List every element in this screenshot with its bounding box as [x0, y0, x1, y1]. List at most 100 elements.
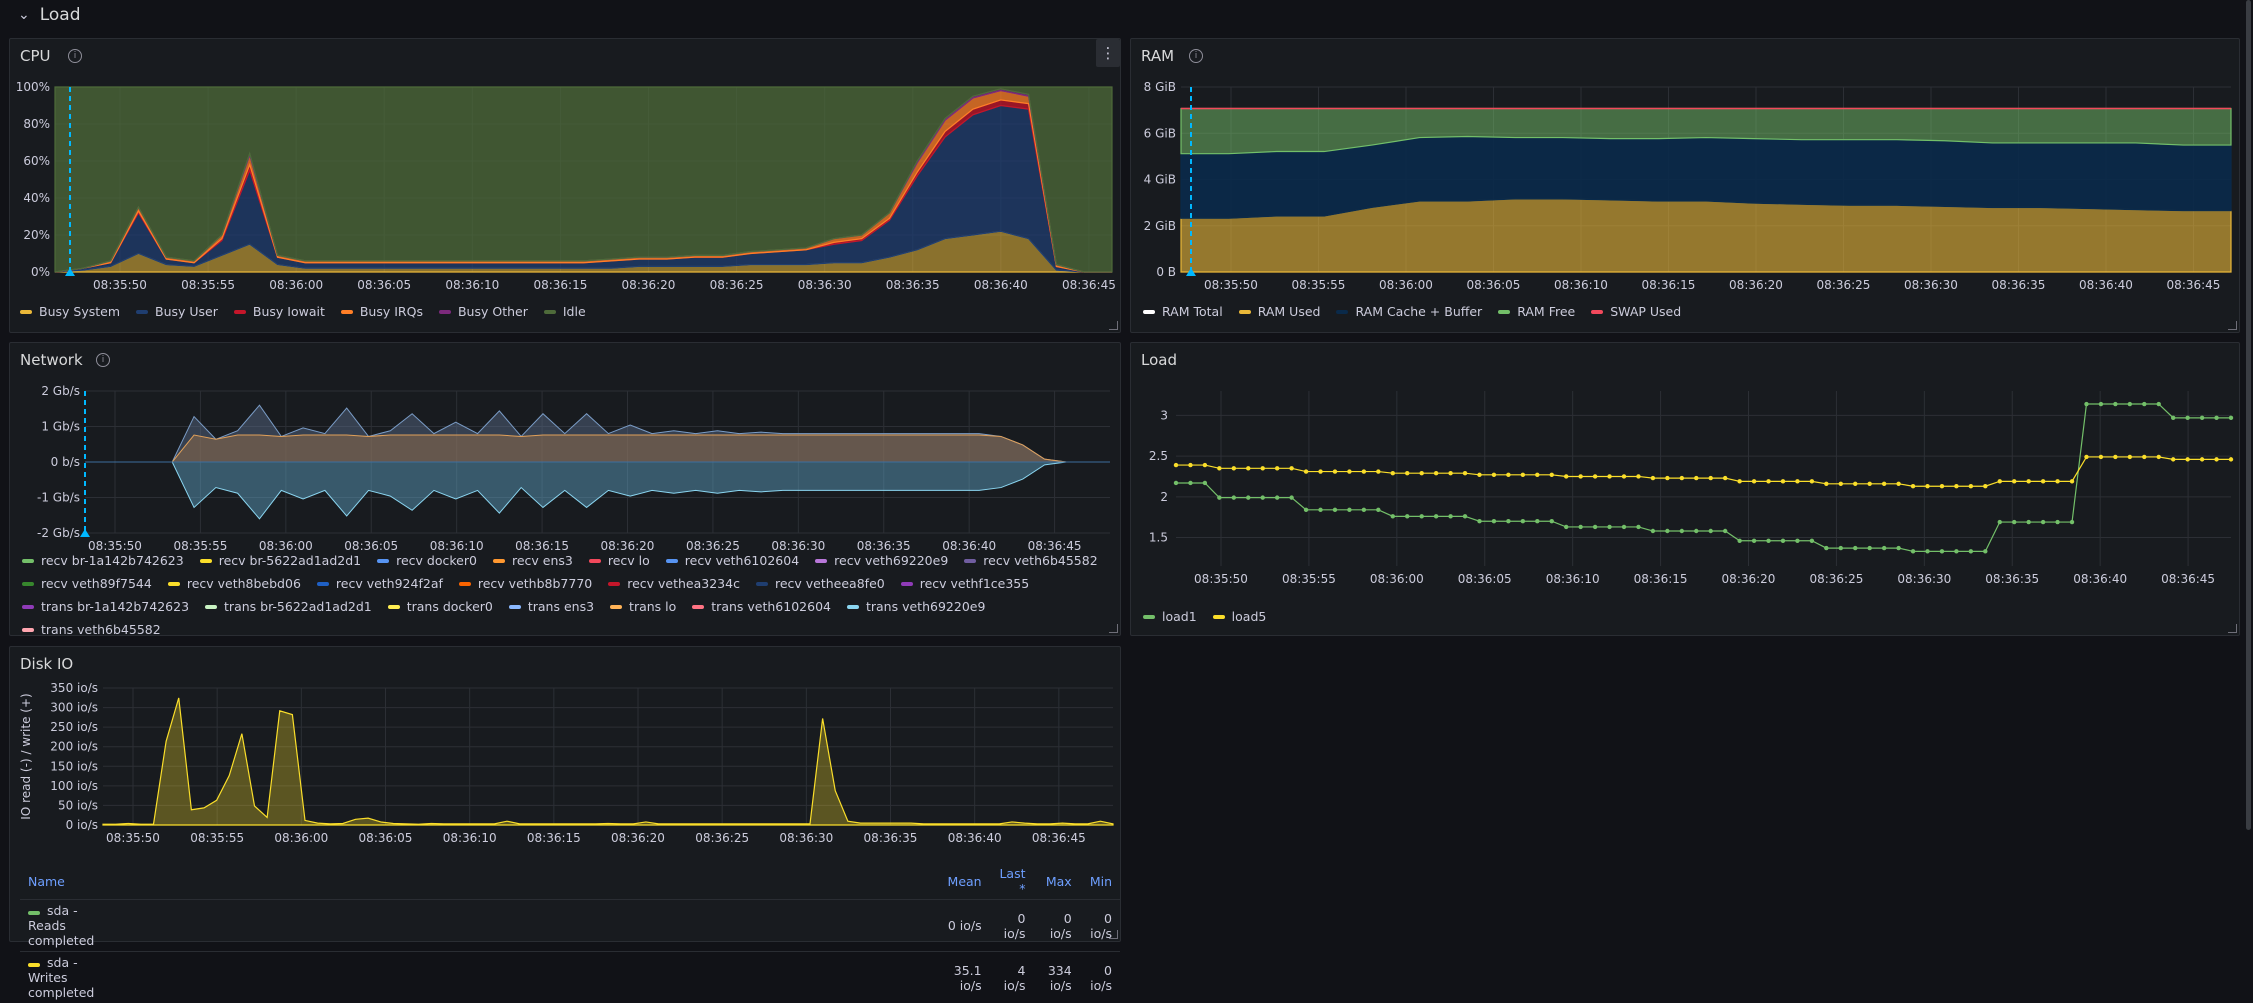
col-header-max[interactable]: Max — [1034, 863, 1080, 900]
legend-item[interactable]: trans lo — [610, 599, 676, 614]
x-tick-label: 08:36:25 — [710, 278, 764, 292]
legend-item[interactable]: trans br-5622ad1ad2d1 — [205, 599, 372, 614]
col-header-mean[interactable]: Mean — [936, 863, 990, 900]
load-point — [1896, 546, 1900, 550]
load-point — [1174, 463, 1178, 467]
info-icon[interactable]: i — [68, 49, 82, 63]
legend-item[interactable]: recv veth69220e9 — [815, 553, 948, 568]
load-point — [1463, 514, 1467, 518]
resize-handle[interactable] — [1109, 624, 1118, 633]
legend-swatch — [1239, 310, 1251, 314]
legend-swatch — [136, 310, 148, 314]
info-icon[interactable]: i — [1189, 49, 1203, 63]
legend-item[interactable]: trans ens3 — [509, 599, 594, 614]
panel-menu-button[interactable]: ⋮ — [1096, 39, 1120, 67]
legend-item[interactable]: trans docker0 — [388, 599, 493, 614]
legend-item[interactable]: trans veth6b45582 — [22, 622, 161, 637]
x-tick-label: 08:36:45 — [1032, 831, 1086, 845]
load-point — [1289, 495, 1293, 499]
legend-item[interactable]: Busy Other — [439, 304, 528, 319]
y-tick-label: 4 GiB — [1144, 173, 1176, 187]
resize-handle[interactable] — [2228, 624, 2237, 633]
load-point — [1535, 519, 1539, 523]
load-point — [2012, 479, 2016, 483]
legend-item[interactable]: recv vetheea8fe0 — [756, 576, 885, 591]
legend-item[interactable]: RAM Total — [1143, 304, 1223, 319]
load-point — [1636, 474, 1640, 478]
page-scrollbar[interactable] — [2246, 0, 2251, 830]
legend-item[interactable]: Busy System — [20, 304, 120, 319]
legend-item[interactable]: recv br-5622ad1ad2d1 — [200, 553, 361, 568]
load-point — [1564, 474, 1568, 478]
legend-item[interactable]: recv docker0 — [377, 553, 477, 568]
series-name: sda - Reads completed — [20, 900, 120, 952]
legend-item[interactable]: recv veth89f7544 — [22, 576, 152, 591]
chevron-down-icon[interactable]: ⌄ — [18, 7, 30, 23]
info-icon[interactable]: i — [96, 353, 110, 367]
load-point — [1969, 484, 1973, 488]
load-point — [1766, 479, 1770, 483]
resize-handle[interactable] — [1109, 321, 1118, 330]
row-header-load[interactable]: ⌄ Load — [0, 0, 2253, 30]
resize-handle[interactable] — [2228, 321, 2237, 330]
legend-item[interactable]: load1 — [1143, 609, 1197, 624]
legend-label: Busy Iowait — [253, 304, 325, 319]
load-point — [1781, 479, 1785, 483]
legend-item[interactable]: recv lo — [589, 553, 650, 568]
legend-item[interactable]: recv br-1a142b742623 — [22, 553, 184, 568]
legend-item[interactable]: Idle — [544, 304, 586, 319]
load-point — [2113, 402, 2117, 406]
load-point — [1391, 514, 1395, 518]
legend-item[interactable]: RAM Free — [1498, 304, 1575, 319]
legend-item[interactable]: recv ens3 — [493, 553, 573, 568]
legend-swatch — [608, 582, 620, 586]
load-point — [1535, 473, 1539, 477]
col-header-last[interactable]: Last * — [990, 863, 1034, 900]
legend-label: trans ens3 — [528, 599, 594, 614]
x-tick-label: 08:35:55 — [1282, 572, 1336, 586]
legend-item[interactable]: recv vethea3234c — [608, 576, 740, 591]
legend-item[interactable]: recv veth6102604 — [666, 553, 799, 568]
x-tick-label: 08:36:20 — [1729, 278, 1783, 292]
load-point — [1709, 529, 1713, 533]
legend-label: recv veth69220e9 — [834, 553, 948, 568]
load-point — [1492, 473, 1496, 477]
legend-item[interactable]: Busy User — [136, 304, 218, 319]
legend-item[interactable]: Busy Iowait — [234, 304, 325, 319]
legend-item[interactable]: recv veth8bebd06 — [168, 576, 301, 591]
y-tick-label: 20% — [23, 228, 50, 242]
load-point — [1304, 508, 1308, 512]
load-point — [1521, 473, 1525, 477]
resize-handle[interactable] — [1109, 930, 1118, 939]
legend-item[interactable]: SWAP Used — [1591, 304, 1681, 319]
load-point — [1232, 495, 1236, 499]
y-tick-label: 8 GiB — [1144, 80, 1176, 94]
legend-item[interactable]: RAM Used — [1239, 304, 1321, 319]
legend-item[interactable]: Busy IRQs — [341, 304, 423, 319]
load-point — [1463, 471, 1467, 475]
col-header-name[interactable]: Name — [20, 863, 120, 900]
legend-item[interactable]: trans veth6102604 — [692, 599, 831, 614]
legend-item[interactable]: recv veth6b45582 — [964, 553, 1097, 568]
legend-item[interactable]: load5 — [1213, 609, 1267, 624]
legend-item[interactable]: trans br-1a142b742623 — [22, 599, 189, 614]
x-tick-label: 08:36:45 — [1062, 278, 1116, 292]
col-header-min[interactable]: Min — [1080, 863, 1120, 900]
legend-item[interactable]: RAM Cache + Buffer — [1336, 304, 1482, 319]
legend-item[interactable]: trans veth69220e9 — [847, 599, 985, 614]
legend-label: RAM Used — [1258, 304, 1321, 319]
legend-item[interactable]: recv vethb8b7770 — [459, 576, 592, 591]
legend-item[interactable]: recv vethf1ce355 — [901, 576, 1030, 591]
load-point — [1998, 520, 2002, 524]
legend-swatch — [901, 582, 913, 586]
legend-item[interactable]: recv veth924f2af — [317, 576, 443, 591]
load-point — [2084, 455, 2088, 459]
load-point — [1752, 539, 1756, 543]
